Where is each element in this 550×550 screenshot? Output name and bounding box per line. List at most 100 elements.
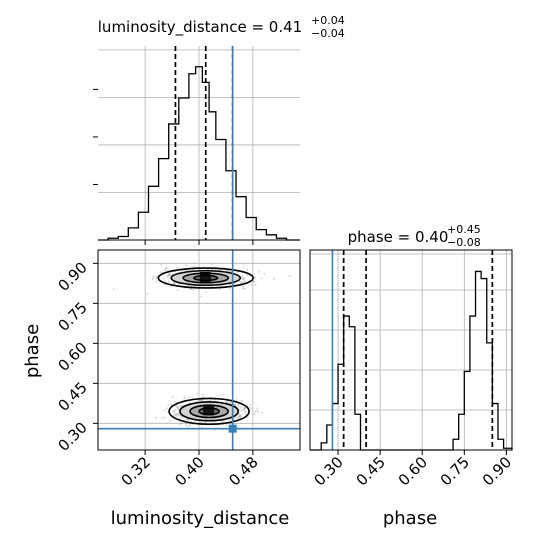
sample-point — [166, 275, 169, 278]
sample-point — [237, 403, 240, 406]
sample-point — [181, 416, 184, 419]
sample-point — [241, 278, 244, 281]
phase-y-tick-labels: 0.30 0.45 0.60 0.75 0.90 — [54, 258, 90, 454]
sample-point — [236, 418, 239, 420]
sample-point — [242, 408, 245, 411]
sample-point — [257, 271, 260, 273]
sample-point — [200, 295, 202, 298]
sample-point — [243, 277, 246, 280]
sample-point — [253, 276, 256, 279]
sample-point — [237, 415, 240, 418]
sample-point — [250, 407, 253, 409]
ld-x-tick-labels: 0.32 0.40 0.48 — [118, 453, 262, 489]
sample-point — [272, 277, 275, 280]
sample-point — [188, 424, 191, 426]
sample-point — [172, 396, 174, 398]
sample-point — [167, 404, 170, 407]
sample-point — [240, 281, 243, 283]
density-contour — [168, 397, 250, 426]
sample-point — [228, 270, 231, 272]
sample-point — [152, 276, 154, 279]
sample-point — [242, 267, 245, 269]
sample-point — [167, 280, 170, 283]
tick-marks — [93, 88, 507, 455]
ld-quantile-lines — [174, 46, 234, 240]
sample-point — [199, 399, 201, 401]
sample-point — [229, 402, 231, 404]
sample-point — [153, 275, 156, 277]
sample-point — [193, 262, 196, 264]
sample-point — [155, 417, 157, 419]
sample-point — [175, 412, 178, 415]
sample-point — [169, 419, 171, 422]
sample-point — [234, 403, 236, 406]
density-contour — [179, 401, 239, 422]
sample-point — [172, 410, 175, 413]
sample-point — [178, 413, 180, 416]
sample-point — [177, 412, 180, 414]
sample-point — [242, 285, 244, 288]
phase-y-tick-label: 0.45 — [54, 378, 90, 414]
sample-point — [187, 419, 189, 422]
sample-point — [173, 282, 176, 285]
phase-quantile-lines — [342, 250, 494, 450]
phase-x-tick-label: 0.30 — [311, 453, 347, 489]
sample-point — [176, 413, 179, 416]
sample-point — [243, 279, 246, 281]
sample-point — [184, 269, 187, 272]
sample-point — [176, 404, 179, 407]
sample-point — [192, 289, 195, 291]
sample-point — [217, 395, 220, 397]
sample-point — [202, 396, 205, 399]
sample-point — [240, 414, 243, 417]
ld-title-sup: +0.04 — [311, 14, 345, 27]
sample-point — [228, 402, 231, 404]
ld-histogram-step — [98, 66, 300, 241]
sample-point — [166, 267, 168, 270]
sample-point — [169, 273, 171, 276]
density-cell — [203, 405, 215, 416]
sample-point — [177, 409, 180, 411]
sample-point — [256, 407, 258, 410]
sample-point — [239, 281, 241, 283]
sample-point — [244, 411, 247, 413]
phase-x-tick-label: 0.60 — [395, 453, 431, 489]
sample-point — [253, 413, 256, 416]
sample-point — [242, 285, 245, 288]
sample-point — [256, 409, 259, 412]
sample-point — [175, 414, 177, 417]
sample-point — [163, 409, 166, 412]
ld-x-axis-label: luminosity_distance — [111, 508, 290, 529]
sample-point — [183, 396, 186, 399]
sample-point — [225, 401, 228, 404]
sample-point — [112, 288, 115, 290]
sample-point — [236, 398, 239, 400]
sample-point — [162, 277, 165, 280]
sample-point — [257, 411, 260, 413]
sample-point — [167, 273, 170, 276]
phase-x-axis-label: phase — [383, 508, 437, 529]
sample-point — [176, 406, 179, 409]
sample-point — [263, 272, 266, 275]
ld-x-tick-label: 0.32 — [118, 453, 154, 489]
sample-point — [225, 423, 228, 426]
density-contour — [198, 407, 220, 416]
sample-point — [260, 277, 263, 279]
sample-point — [219, 394, 222, 397]
sample-point — [239, 416, 242, 419]
sample-point — [233, 418, 236, 421]
sample-point — [155, 280, 158, 283]
sample-point — [239, 415, 241, 418]
phase-title-sub: −0.08 — [447, 236, 481, 249]
density-contour — [193, 274, 219, 282]
sample-point — [241, 276, 244, 278]
sample-point — [240, 282, 243, 284]
sample-point — [156, 275, 159, 278]
phase-title-text: phase = 0.40 — [348, 228, 449, 246]
sample-point — [164, 416, 166, 419]
sample-point — [184, 418, 187, 421]
sample-point — [164, 266, 167, 269]
sample-point — [180, 422, 183, 425]
sample-point — [196, 392, 199, 395]
